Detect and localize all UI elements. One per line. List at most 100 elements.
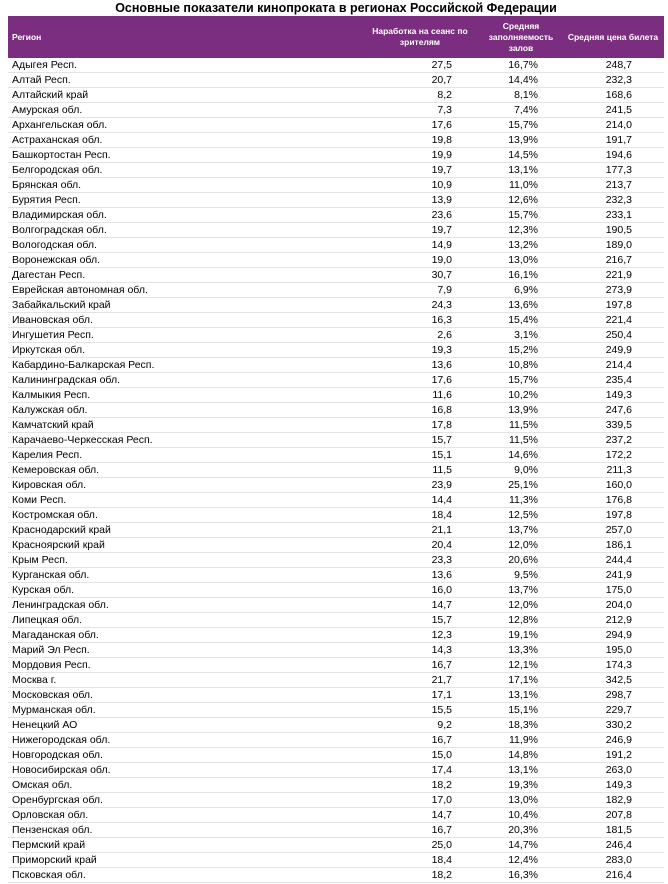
value-cell: 19,0 bbox=[360, 252, 480, 269]
value-cell: 7,9 bbox=[360, 282, 480, 299]
column-header: Средняя цена билета bbox=[562, 16, 664, 58]
table-row: Ингушетия Респ. 2,6 3,1% 250,4 bbox=[8, 327, 664, 344]
value-cell: 294,9 bbox=[562, 627, 664, 644]
value-cell: 216,4 bbox=[562, 867, 664, 884]
table-row: Владимирская обл. 23,6 15,7% 233,1 bbox=[8, 207, 664, 224]
table-row: Пензенская обл. 16,7 20,3% 181,5 bbox=[8, 822, 664, 839]
region-cell: Калужская обл. bbox=[8, 402, 360, 419]
region-cell: Вологодская обл. bbox=[8, 237, 360, 254]
value-cell: 12,3% bbox=[480, 222, 562, 239]
value-cell: 13,6% bbox=[480, 297, 562, 314]
value-cell: 2,6 bbox=[360, 327, 480, 344]
value-cell: 10,9 bbox=[360, 177, 480, 194]
value-cell: 195,0 bbox=[562, 642, 664, 659]
value-cell: 30,7 bbox=[360, 267, 480, 284]
value-cell: 8,1% bbox=[480, 87, 562, 104]
value-cell: 17,0 bbox=[360, 792, 480, 809]
value-cell: 13,7% bbox=[480, 522, 562, 539]
value-cell: 18,3% bbox=[480, 717, 562, 734]
value-cell: 13,3% bbox=[480, 642, 562, 659]
value-cell: 15,5 bbox=[360, 702, 480, 719]
value-cell: 174,3 bbox=[562, 657, 664, 674]
region-cell: Мордовия Респ. bbox=[8, 657, 360, 674]
table-row: Краснодарский край 21,1 13,7% 257,0 bbox=[8, 522, 664, 539]
value-cell: 15,7 bbox=[360, 612, 480, 629]
region-cell: Астраханская обл. bbox=[8, 132, 360, 149]
value-cell: 20,7 bbox=[360, 72, 480, 89]
value-cell: 20,6% bbox=[480, 552, 562, 569]
table-row: Костромская обл. 18,4 12,5% 197,8 bbox=[8, 507, 664, 524]
value-cell: 6,9% bbox=[480, 282, 562, 299]
table-row: Красноярский край 20,4 12,0% 186,1 bbox=[8, 537, 664, 554]
region-cell: Камчатский край bbox=[8, 417, 360, 434]
region-cell: Нижегородская обл. bbox=[8, 732, 360, 749]
table-row: Адыгея Респ. 27,5 16,7% 248,7 bbox=[8, 58, 664, 74]
value-cell: 175,0 bbox=[562, 582, 664, 599]
value-cell: 19,3 bbox=[360, 342, 480, 359]
value-cell: 9,5% bbox=[480, 567, 562, 584]
table-row: Забайкальский край 24,3 13,6% 197,8 bbox=[8, 297, 664, 314]
region-cell: Приморский край bbox=[8, 852, 360, 869]
value-cell: 13,2% bbox=[480, 237, 562, 254]
table-row: Нижегородская обл. 16,7 11,9% 246,9 bbox=[8, 732, 664, 749]
value-cell: 15,7% bbox=[480, 117, 562, 134]
value-cell: 168,6 bbox=[562, 87, 664, 104]
value-cell: 15,1% bbox=[480, 702, 562, 719]
value-cell: 16,0 bbox=[360, 582, 480, 599]
region-cell: Ненецкий АО bbox=[8, 717, 360, 734]
region-cell: Липецкая обл. bbox=[8, 612, 360, 629]
table-row: Иркутская обл. 19,3 15,2% 249,9 bbox=[8, 342, 664, 359]
value-cell: 15,7 bbox=[360, 432, 480, 449]
value-cell: 23,6 bbox=[360, 207, 480, 224]
table-row: Калмыкия Респ. 11,6 10,2% 149,3 bbox=[8, 387, 664, 404]
table-row: Крым Респ. 23,3 20,6% 244,4 bbox=[8, 552, 664, 569]
value-cell: 190,5 bbox=[562, 222, 664, 239]
value-cell: 197,8 bbox=[562, 507, 664, 524]
value-cell: 214,4 bbox=[562, 357, 664, 374]
table-row: Новосибирская обл. 17,4 13,1% 263,0 bbox=[8, 762, 664, 779]
value-cell: 12,5% bbox=[480, 507, 562, 524]
value-cell: 246,4 bbox=[562, 837, 664, 854]
value-cell: 12,0% bbox=[480, 597, 562, 614]
table-row: Алтай Респ. 20,7 14,4% 232,3 bbox=[8, 72, 664, 89]
region-cell: Иркутская обл. bbox=[8, 342, 360, 359]
table-body: Адыгея Респ. 27,5 16,7% 248,7 Алтай Респ. 20,… bbox=[8, 58, 664, 884]
value-cell: 11,5 bbox=[360, 462, 480, 479]
column-header: Наработка на сеанс по зрителям bbox=[360, 16, 480, 58]
table-row: Камчатский край 17,8 11,5% 339,5 bbox=[8, 417, 664, 434]
table-row: Дагестан Респ. 30,7 16,1% 221,9 bbox=[8, 267, 664, 284]
table-row: Амурская обл. 7,3 7,4% 241,5 bbox=[8, 102, 664, 119]
table-row: Омская обл. 18,2 19,3% 149,3 bbox=[8, 777, 664, 794]
value-cell: 17,8 bbox=[360, 417, 480, 434]
region-cell: Белгородская обл. bbox=[8, 162, 360, 179]
value-cell: 11,5% bbox=[480, 432, 562, 449]
value-cell: 14,9 bbox=[360, 237, 480, 254]
region-cell: Забайкальский край bbox=[8, 297, 360, 314]
table-row: Ленинградская обл. 14,7 12,0% 204,0 bbox=[8, 597, 664, 614]
region-cell: Ленинградская обл. bbox=[8, 597, 360, 614]
value-cell: 13,6 bbox=[360, 357, 480, 374]
value-cell: 19,9 bbox=[360, 147, 480, 164]
value-cell: 25,0 bbox=[360, 837, 480, 854]
table-row: Калужская обл. 16,8 13,9% 247,6 bbox=[8, 402, 664, 419]
table-row: Бурятия Респ. 13,9 12,6% 232,3 bbox=[8, 192, 664, 209]
table-row: Орловская обл. 14,7 10,4% 207,8 bbox=[8, 807, 664, 824]
table-row: Еврейская автономная обл. 7,9 6,9% 273,9 bbox=[8, 282, 664, 299]
value-cell: 10,4% bbox=[480, 807, 562, 824]
table-row: Архангельская обл. 17,6 15,7% 214,0 bbox=[8, 117, 664, 134]
table-row: Кировская обл. 23,9 25,1% 160,0 bbox=[8, 477, 664, 494]
value-cell: 19,7 bbox=[360, 222, 480, 239]
table-row: Мордовия Респ. 16,7 12,1% 174,3 bbox=[8, 657, 664, 674]
value-cell: 16,8 bbox=[360, 402, 480, 419]
value-cell: 11,6 bbox=[360, 387, 480, 404]
region-cell: Кемеровская обл. bbox=[8, 462, 360, 479]
table-row: Пермский край 25,0 14,7% 246,4 bbox=[8, 837, 664, 854]
value-cell: 14,7 bbox=[360, 807, 480, 824]
value-cell: 15,0 bbox=[360, 747, 480, 764]
table-row: Алтайский край 8,2 8,1% 168,6 bbox=[8, 87, 664, 104]
value-cell: 237,2 bbox=[562, 432, 664, 449]
region-cell: Ивановская обл. bbox=[8, 312, 360, 329]
value-cell: 11,9% bbox=[480, 732, 562, 749]
table-row: Кабардино-Балкарская Респ. 13,6 10,8% 214,4 bbox=[8, 357, 664, 374]
region-cell: Кабардино-Балкарская Респ. bbox=[8, 357, 360, 374]
